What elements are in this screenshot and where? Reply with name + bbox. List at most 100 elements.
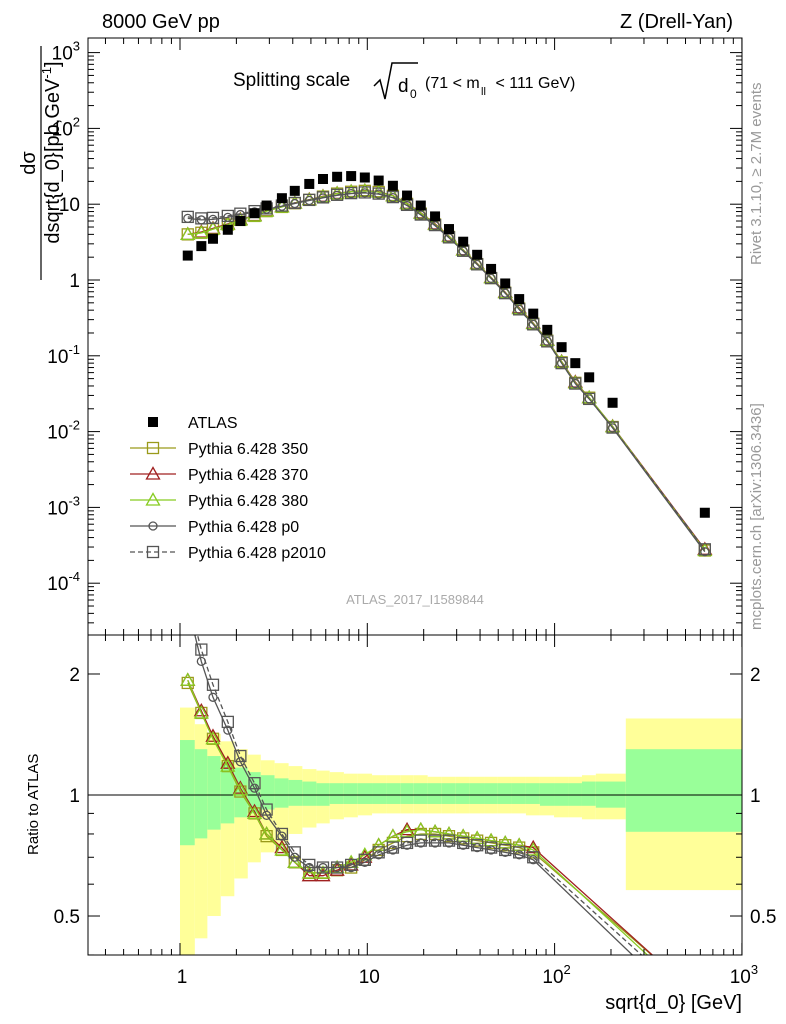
inner-band-bin [260,775,275,810]
ratio-point [304,862,314,873]
data-point [430,221,440,231]
main-series [180,171,713,557]
data-point [486,273,496,284]
data-point [700,547,710,557]
title-subscript: 0 [410,87,417,101]
ratio-point [246,803,263,818]
ratio-point [246,805,263,820]
ratio-point [442,834,456,847]
ylabel-denominator: dsqrt{d_0} [42,152,64,244]
inner-band-bin [581,781,596,806]
ratio-point [206,678,220,691]
ratio-point [428,834,442,847]
ratio-y-tick-label: 2 [69,665,80,686]
rivet-label: Rivet 3.1.10, ≥ 2.7M events [748,83,765,266]
ratio-y-tick-label-right: 0.5 [750,907,776,928]
ratio-point [301,865,317,879]
ratio-point [315,865,331,879]
ratio-point [193,705,209,719]
ratio-point [180,672,196,686]
ratio-point [275,827,289,841]
ratio-y-tick-label-right: 1 [750,786,761,807]
ratio-point [514,850,524,860]
svg-text:(71 < m: (71 < m [425,75,480,92]
data-point [472,249,483,260]
inner-band-bin [386,783,401,804]
data-point [304,178,315,189]
ratio-series [180,635,654,955]
data-point [607,397,618,408]
x-axis-label: sqrt{d_0} [GeV] [605,992,742,1014]
ratio-point [195,643,208,656]
main-frame [87,37,743,636]
svg-text:d: d [398,76,409,97]
data-point [276,193,287,204]
y-tick-label: 10-1 [47,342,80,368]
inner-band-bin [441,783,456,804]
y-axis-label: dσ dsqrt{d_0} [pb,GeV-1] [18,46,64,280]
legend-label: Pythia 6.428 370 [188,467,308,484]
inner-band-bin [568,783,582,806]
ratio-point [402,840,412,850]
inner-band-bin [274,778,289,808]
ratio-point [527,851,540,864]
data-point [699,507,710,518]
svg-text:[pb,GeV-1]: [pb,GeV-1] [39,61,64,152]
data-point [346,171,357,182]
ratio-point [277,831,287,841]
inner-band-bin [316,783,330,806]
x-tick-label: 1 [177,967,188,988]
header-left: 8000 GeV pp [102,11,220,33]
ratio-point [205,728,221,742]
inner-band-bin [194,749,208,839]
title-symbol: d [398,76,409,97]
series-atlas [182,171,710,518]
legend-marker [148,417,158,427]
ylabel-unit-end: ] [42,61,64,67]
ratio-point [472,842,482,853]
data-point [584,372,595,383]
ratio-point [205,730,221,745]
legend-marker [145,466,161,480]
ratio-y-tick-label: 1 [69,786,80,807]
data-point [528,319,538,329]
y-tick-label: 102 [52,114,80,140]
data-point [541,335,554,348]
data-point [196,241,207,252]
ratio-point [232,780,248,794]
ylabel-unit-exp: -1 [39,67,54,79]
data-point [402,190,413,201]
data-point [458,246,468,256]
ratio-point [258,826,275,840]
ratio-point [471,839,484,852]
ratio-frame [87,634,743,956]
data-point [316,191,330,204]
data-point [458,236,469,247]
ratio-point [484,841,498,854]
inner-band-bin [525,783,540,804]
ratio-point [386,841,400,854]
data-point [556,358,567,368]
legend-item: Pythia 6.428 370 [130,466,308,484]
ylabel-numerator: dσ [18,151,40,175]
data-point [584,394,594,404]
ratio-point [232,782,248,796]
x-tick-label: 103 [730,962,758,988]
ratio-point [220,758,236,772]
y-tick-label: 10-3 [47,493,80,519]
ratio-y-axis-label: Ratio to ATLAS [25,754,42,855]
ylabel-unit: [pb,GeV [42,78,64,152]
data-point [555,356,568,370]
data-point [373,175,384,186]
data-point [345,186,358,200]
data-point [415,200,426,211]
ratio-point [525,839,541,854]
inner-band-bin [554,783,569,806]
data-point [386,190,400,204]
data-point [207,233,218,244]
title-range: (71 < m [425,75,480,92]
ratio-point [220,755,236,769]
data-point [570,378,580,389]
inner-band-bin [539,783,555,806]
ratio-point [372,846,385,859]
